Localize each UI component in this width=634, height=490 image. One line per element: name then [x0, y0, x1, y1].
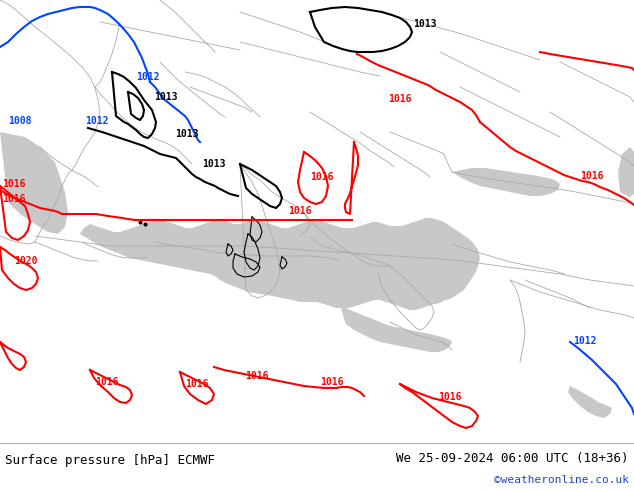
Polygon shape [390, 262, 445, 304]
Text: 1008: 1008 [8, 116, 32, 126]
Text: 1013: 1013 [413, 19, 436, 29]
Text: 1016: 1016 [320, 377, 344, 387]
Polygon shape [452, 168, 560, 196]
Text: ©weatheronline.co.uk: ©weatheronline.co.uk [494, 475, 629, 485]
Text: 1012: 1012 [85, 116, 108, 126]
Text: 1013: 1013 [154, 92, 178, 102]
Text: We 25-09-2024 06:00 UTC (18+36): We 25-09-2024 06:00 UTC (18+36) [396, 451, 629, 465]
Polygon shape [568, 386, 612, 418]
Text: 1016: 1016 [288, 206, 311, 216]
Polygon shape [618, 147, 634, 197]
Text: 1016: 1016 [245, 371, 269, 381]
Text: 1016: 1016 [2, 179, 25, 189]
Text: 1013: 1013 [202, 159, 226, 169]
Polygon shape [340, 306, 452, 352]
Text: 1016: 1016 [438, 392, 462, 402]
Text: 1016: 1016 [185, 379, 209, 389]
Text: 1012: 1012 [136, 72, 160, 82]
Text: 1016: 1016 [2, 194, 25, 204]
Text: 1016: 1016 [310, 172, 333, 182]
Text: 1012: 1012 [573, 336, 597, 346]
Text: 1020: 1020 [14, 256, 37, 266]
Polygon shape [0, 132, 68, 234]
Polygon shape [80, 218, 480, 310]
Text: 1013: 1013 [175, 129, 198, 139]
Text: Surface pressure [hPa] ECMWF: Surface pressure [hPa] ECMWF [5, 454, 215, 466]
Text: 1016: 1016 [95, 377, 119, 387]
Text: 1016: 1016 [388, 94, 411, 104]
Text: 1016: 1016 [580, 171, 604, 181]
